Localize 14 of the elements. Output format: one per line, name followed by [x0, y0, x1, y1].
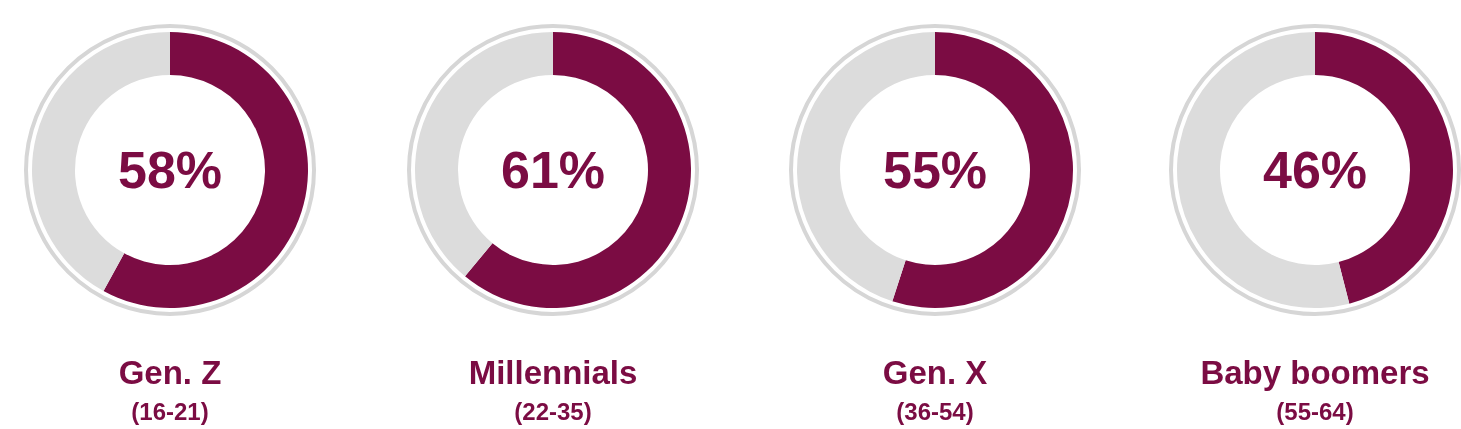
text: (16-21): [131, 398, 209, 425]
text: (22-35): [514, 398, 592, 425]
text: 61%: [500, 141, 606, 199]
text: Millennials: [468, 354, 638, 391]
text: Gen. Z: [118, 354, 222, 391]
donut-slice: [465, 32, 691, 308]
text: (36-54): [896, 398, 974, 425]
text: 46%: [1262, 141, 1368, 199]
text: Baby boomers: [1200, 354, 1430, 391]
donut-slice: [103, 32, 308, 308]
text: (55-64): [1276, 398, 1354, 425]
text: 55%: [882, 141, 988, 199]
text: Gen. X: [882, 354, 988, 391]
text: 58%: [117, 141, 223, 199]
